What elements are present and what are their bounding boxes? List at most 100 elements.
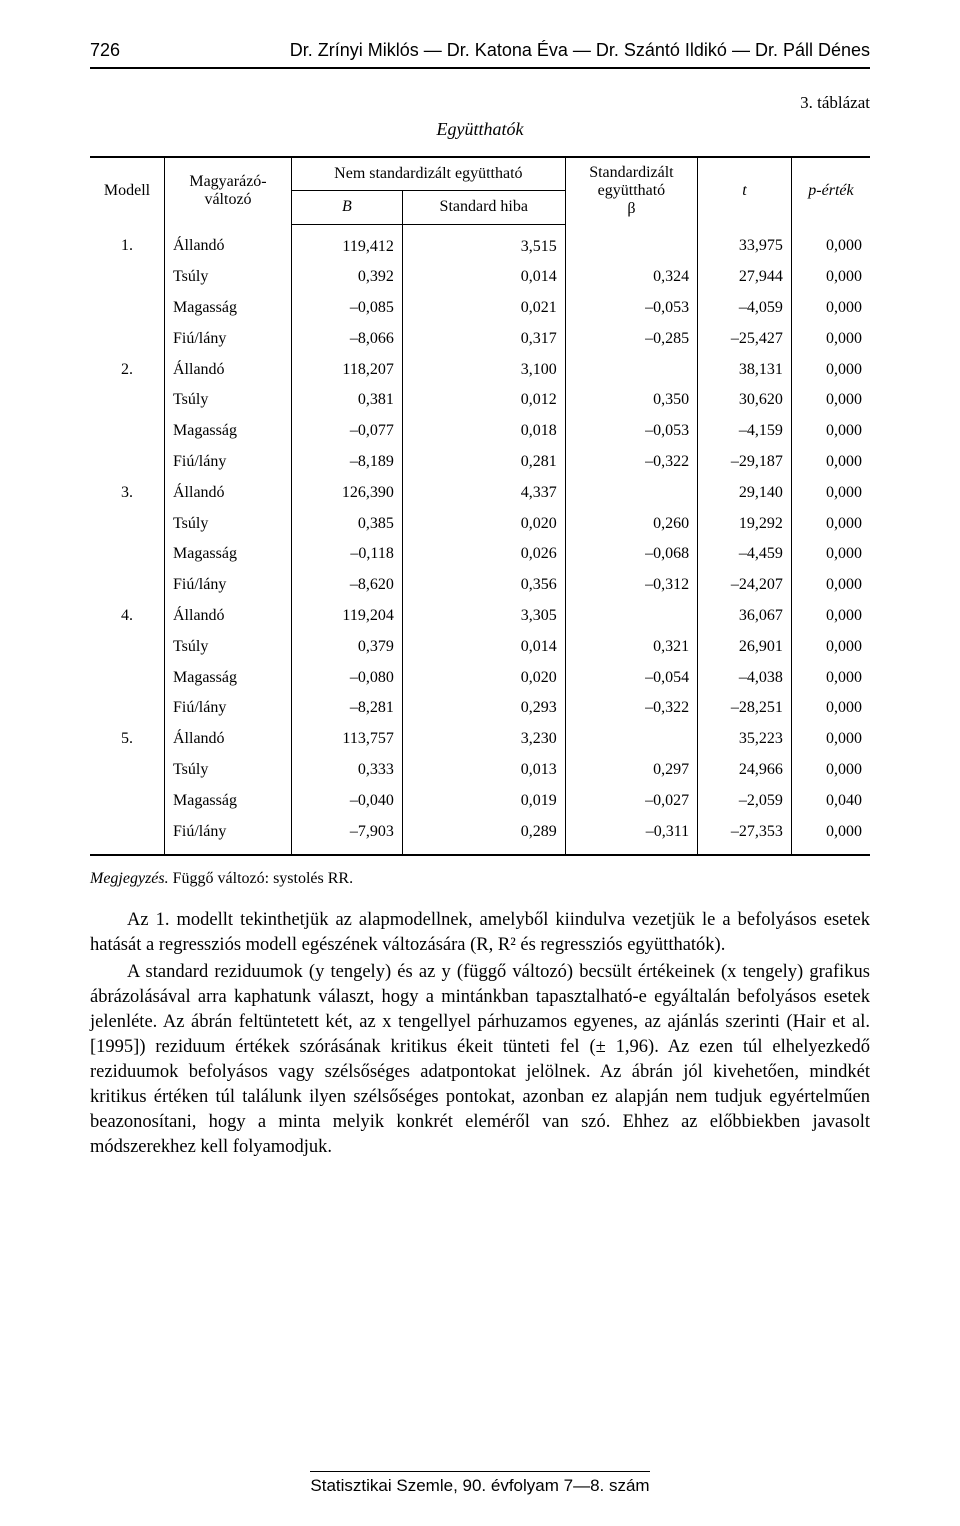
cell-p: 0,000	[791, 478, 870, 509]
table-head: Modell Magyarázó- változó Nem standardiz…	[90, 157, 870, 224]
cell-p: 0,000	[791, 262, 870, 293]
cell-B: 126,390	[292, 478, 403, 509]
cell-se: 3,230	[402, 724, 565, 755]
cell-B: –7,903	[292, 817, 403, 856]
table-row: Magasság–0,0400,019–0,027–2,0590,040	[90, 786, 870, 817]
cell-variable: Tsúly	[165, 632, 292, 663]
cell-p: 0,000	[791, 447, 870, 478]
cell-p: 0,000	[791, 601, 870, 632]
cell-B: 119,412	[292, 224, 403, 262]
table-row: Magasság–0,0770,018–0,053–4,1590,000	[90, 416, 870, 447]
table-note: Megjegyzés. Függő változó: systolés RR.	[90, 870, 870, 888]
cell-p: 0,000	[791, 324, 870, 355]
cell-t: –4,038	[698, 663, 792, 694]
cell-se: 0,026	[402, 539, 565, 570]
cell-beta	[565, 601, 697, 632]
cell-t: 19,292	[698, 509, 792, 540]
th-p-text: p-érték	[808, 182, 853, 199]
cell-variable: Magasság	[165, 786, 292, 817]
th-std-group: Standardizált együttható β	[565, 157, 697, 224]
cell-beta: –0,322	[565, 693, 697, 724]
table-note-text: Függő változó: systolés RR.	[169, 870, 353, 887]
cell-t: 26,901	[698, 632, 792, 663]
cell-t: –28,251	[698, 693, 792, 724]
cell-variable: Állandó	[165, 478, 292, 509]
cell-se: 0,317	[402, 324, 565, 355]
cell-B: –8,189	[292, 447, 403, 478]
cell-B: 0,381	[292, 385, 403, 416]
cell-model: 3.	[90, 478, 165, 509]
cell-variable: Magasság	[165, 416, 292, 447]
cell-se: 0,014	[402, 262, 565, 293]
cell-B: –0,077	[292, 416, 403, 447]
cell-beta	[565, 724, 697, 755]
cell-variable: Tsúly	[165, 262, 292, 293]
table-row: Magasság–0,0800,020–0,054–4,0380,000	[90, 663, 870, 694]
th-explanatory: Magyarázó- változó	[165, 157, 292, 224]
cell-model	[90, 817, 165, 856]
table-row: Tsúly0,3790,0140,32126,9010,000	[90, 632, 870, 663]
cell-variable: Állandó	[165, 355, 292, 386]
cell-p: 0,000	[791, 385, 870, 416]
cell-B: –0,080	[292, 663, 403, 694]
cell-model	[90, 416, 165, 447]
cell-model: 2.	[90, 355, 165, 386]
cell-t: 33,975	[698, 224, 792, 262]
cell-p: 0,000	[791, 663, 870, 694]
cell-t: –4,159	[698, 416, 792, 447]
cell-beta: –0,312	[565, 570, 697, 601]
cell-model: 1.	[90, 224, 165, 262]
cell-se: 0,293	[402, 693, 565, 724]
cell-variable: Magasság	[165, 663, 292, 694]
cell-B: –8,620	[292, 570, 403, 601]
paragraph-1: Az 1. modellt tekinthetjük az alapmodell…	[90, 908, 870, 958]
cell-B: 118,207	[292, 355, 403, 386]
cell-beta: –0,068	[565, 539, 697, 570]
page: 726 Dr. Zrínyi Miklós — Dr. Katona Éva —…	[0, 0, 960, 1526]
cell-se: 0,020	[402, 509, 565, 540]
table-row: 5.Állandó113,7573,23035,2230,000	[90, 724, 870, 755]
cell-beta	[565, 478, 697, 509]
cell-se: 0,020	[402, 663, 565, 694]
table-body: 1.Állandó119,4123,51533,9750,000Tsúly0,3…	[90, 224, 870, 855]
th-t: t	[698, 157, 792, 224]
cell-t: –27,353	[698, 817, 792, 856]
cell-se: 0,019	[402, 786, 565, 817]
cell-t: 29,140	[698, 478, 792, 509]
running-head: 726 Dr. Zrínyi Miklós — Dr. Katona Éva —…	[90, 40, 870, 69]
cell-t: 35,223	[698, 724, 792, 755]
table-caption: Együtthatók	[90, 119, 870, 140]
cell-variable: Tsúly	[165, 755, 292, 786]
cell-model: 4.	[90, 601, 165, 632]
cell-B: –0,040	[292, 786, 403, 817]
cell-model	[90, 539, 165, 570]
cell-model	[90, 786, 165, 817]
cell-model	[90, 632, 165, 663]
cell-model	[90, 385, 165, 416]
paragraph-2: A standard reziduumok (y tengely) és az …	[90, 960, 870, 1160]
cell-p: 0,000	[791, 570, 870, 601]
cell-t: 30,620	[698, 385, 792, 416]
cell-se: 0,018	[402, 416, 565, 447]
cell-t: 36,067	[698, 601, 792, 632]
cell-se: 3,305	[402, 601, 565, 632]
table-row: Fiú/lány–8,2810,293–0,322–28,2510,000	[90, 693, 870, 724]
cell-model	[90, 262, 165, 293]
cell-model	[90, 663, 165, 694]
cell-beta: 0,324	[565, 262, 697, 293]
cell-t: –2,059	[698, 786, 792, 817]
table-row: Tsúly0,3850,0200,26019,2920,000	[90, 509, 870, 540]
cell-beta: –0,053	[565, 293, 697, 324]
cell-variable: Magasság	[165, 293, 292, 324]
page-number: 726	[90, 40, 120, 61]
cell-p: 0,000	[791, 539, 870, 570]
cell-se: 3,515	[402, 224, 565, 262]
cell-model	[90, 755, 165, 786]
cell-beta: 0,260	[565, 509, 697, 540]
th-B: B	[292, 191, 403, 224]
cell-se: 0,289	[402, 817, 565, 856]
cell-model: 5.	[90, 724, 165, 755]
cell-B: 0,333	[292, 755, 403, 786]
cell-t: 27,944	[698, 262, 792, 293]
cell-variable: Állandó	[165, 601, 292, 632]
